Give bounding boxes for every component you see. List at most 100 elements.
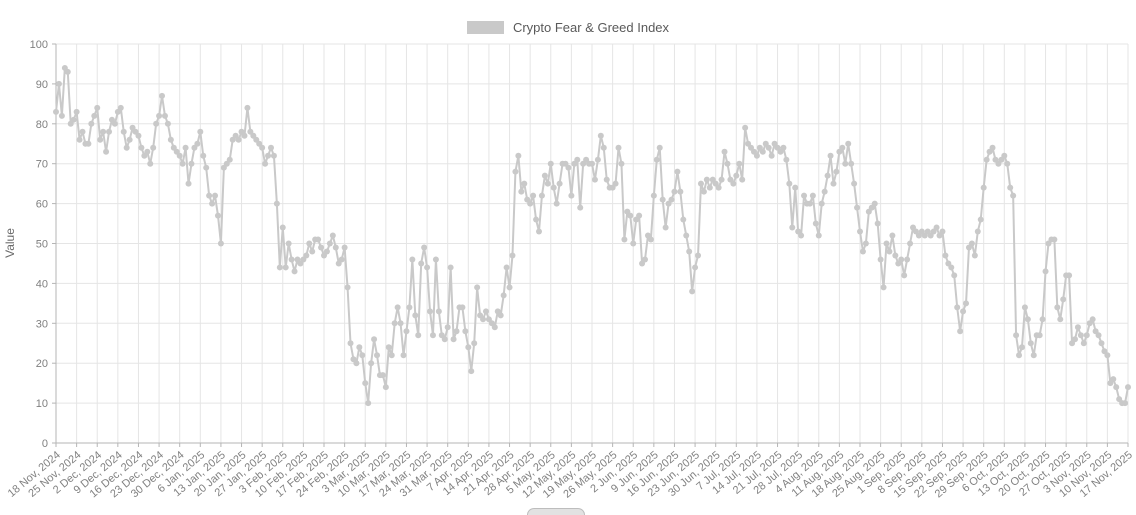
data-point[interactable]	[270, 152, 277, 159]
data-point[interactable]	[833, 168, 840, 175]
data-point[interactable]	[482, 308, 489, 315]
data-point[interactable]	[815, 232, 822, 239]
data-point[interactable]	[244, 104, 251, 111]
data-point[interactable]	[412, 312, 419, 319]
data-point[interactable]	[1074, 324, 1081, 331]
data-point[interactable]	[954, 304, 961, 311]
data-point[interactable]	[76, 136, 83, 143]
data-point[interactable]	[647, 236, 654, 243]
data-point[interactable]	[368, 360, 375, 367]
data-point[interactable]	[627, 212, 634, 219]
data-point[interactable]	[650, 192, 657, 199]
data-point[interactable]	[574, 156, 581, 163]
data-point[interactable]	[1013, 332, 1020, 339]
data-point[interactable]	[1066, 272, 1073, 279]
data-point[interactable]	[209, 200, 216, 207]
data-point[interactable]	[480, 316, 487, 323]
data-point[interactable]	[989, 144, 996, 151]
data-point[interactable]	[123, 144, 130, 151]
data-point[interactable]	[400, 352, 407, 359]
data-point[interactable]	[1104, 352, 1111, 359]
data-point[interactable]	[273, 200, 280, 207]
data-point[interactable]	[306, 240, 313, 247]
data-point[interactable]	[329, 232, 336, 239]
data-point[interactable]	[857, 228, 863, 235]
data-point[interactable]	[700, 188, 707, 195]
data-point[interactable]	[668, 196, 675, 203]
data-point[interactable]	[1021, 304, 1028, 311]
data-point[interactable]	[409, 256, 416, 263]
data-point[interactable]	[100, 128, 107, 135]
data-point[interactable]	[1007, 184, 1014, 191]
data-point[interactable]	[471, 340, 478, 347]
data-point[interactable]	[812, 220, 819, 227]
data-point[interactable]	[600, 144, 607, 151]
data-point[interactable]	[848, 160, 855, 167]
data-point[interactable]	[200, 152, 207, 159]
data-point[interactable]	[429, 332, 436, 339]
data-point[interactable]	[106, 128, 113, 135]
data-point[interactable]	[403, 328, 410, 335]
data-point[interactable]	[179, 160, 186, 167]
data-point[interactable]	[235, 136, 242, 143]
data-point[interactable]	[450, 336, 457, 343]
data-point[interactable]	[418, 260, 425, 267]
data-point[interactable]	[267, 144, 274, 151]
data-point[interactable]	[695, 252, 702, 259]
data-point[interactable]	[854, 204, 861, 211]
data-point[interactable]	[332, 244, 339, 251]
data-point[interactable]	[1042, 268, 1049, 275]
data-point[interactable]	[176, 152, 183, 159]
data-point[interactable]	[801, 192, 808, 199]
data-point[interactable]	[971, 252, 978, 259]
data-point[interactable]	[957, 328, 964, 335]
data-point[interactable]	[977, 216, 984, 223]
data-point[interactable]	[806, 200, 813, 207]
data-point[interactable]	[453, 328, 460, 335]
data-point[interactable]	[1080, 340, 1087, 347]
data-point[interactable]	[538, 192, 545, 199]
data-point[interactable]	[459, 304, 466, 311]
data-point[interactable]	[877, 256, 884, 263]
data-point[interactable]	[73, 108, 80, 115]
data-point[interactable]	[394, 304, 401, 311]
data-point[interactable]	[111, 120, 118, 127]
data-point[interactable]	[630, 240, 637, 247]
data-point[interactable]	[341, 244, 348, 251]
data-point[interactable]	[1057, 316, 1064, 323]
data-point[interactable]	[103, 148, 110, 155]
data-point[interactable]	[874, 220, 881, 227]
data-point[interactable]	[362, 380, 369, 387]
data-point[interactable]	[1071, 336, 1078, 343]
data-point[interactable]	[983, 156, 990, 163]
data-point[interactable]	[907, 240, 914, 247]
data-point[interactable]	[1036, 332, 1043, 339]
data-point[interactable]	[939, 228, 946, 235]
data-point[interactable]	[703, 176, 710, 183]
data-point[interactable]	[715, 184, 722, 191]
data-point[interactable]	[898, 256, 905, 263]
data-point[interactable]	[1018, 344, 1025, 351]
data-point[interactable]	[948, 264, 955, 271]
data-point[interactable]	[323, 248, 330, 255]
data-point[interactable]	[659, 196, 666, 203]
data-point[interactable]	[491, 324, 498, 331]
data-point[interactable]	[968, 240, 975, 247]
data-point[interactable]	[512, 168, 519, 175]
data-point[interactable]	[406, 304, 413, 311]
data-point[interactable]	[674, 168, 681, 175]
data-point[interactable]	[185, 180, 192, 187]
data-point[interactable]	[544, 180, 551, 187]
data-point[interactable]	[144, 148, 151, 155]
data-point[interactable]	[435, 308, 442, 315]
data-point[interactable]	[70, 116, 77, 123]
data-point[interactable]	[1083, 332, 1090, 339]
data-point[interactable]	[120, 128, 127, 135]
data-point[interactable]	[150, 144, 157, 151]
data-point[interactable]	[753, 152, 760, 159]
data-point[interactable]	[568, 192, 575, 199]
data-point[interactable]	[901, 272, 908, 279]
data-point[interactable]	[842, 160, 849, 167]
data-point[interactable]	[1051, 236, 1058, 243]
data-point[interactable]	[182, 144, 189, 151]
